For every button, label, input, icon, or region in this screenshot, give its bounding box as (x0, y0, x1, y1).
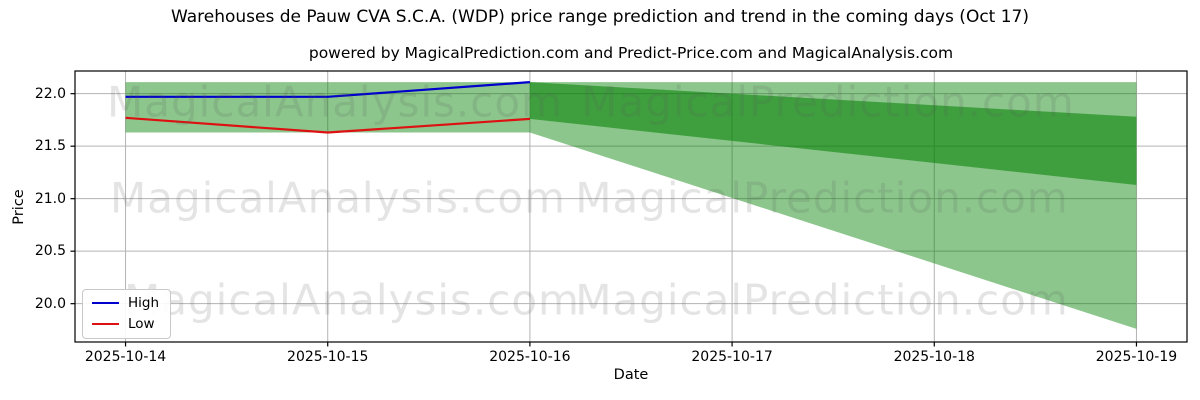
watermark-prediction: MagicalPrediction.com (575, 275, 1069, 325)
historical-range-band (125, 82, 530, 133)
axes-border (74, 70, 1188, 343)
watermark-analysis: MagicalAnalysis.com (124, 275, 580, 325)
legend-label-low: Low (128, 316, 155, 332)
forecast-inner-band (529, 82, 1137, 186)
x-axis-label: Date (613, 367, 649, 383)
high-line-swatch (92, 302, 119, 304)
watermark-analysis: MagicalAnalysis.com (110, 173, 566, 223)
x-tick-label: 2025-10-16 (489, 349, 571, 365)
chart-legend: High Low (82, 289, 172, 339)
y-tick-label: 20.0 (34, 295, 66, 312)
legend-label-high: High (128, 295, 160, 311)
x-tick-label: 2025-10-19 (1095, 349, 1178, 365)
y-tick-label: 21.5 (34, 138, 66, 155)
y-tick-label: 21.0 (34, 190, 66, 207)
x-tick-label: 2025-10-15 (287, 349, 369, 365)
watermark-analysis: MagicalAnalysis.com (107, 77, 563, 127)
low-line-swatch (92, 323, 119, 325)
high-line (125, 81, 530, 98)
watermark-prediction: MagicalPrediction.com (581, 77, 1075, 127)
x-tick-label: 2025-10-14 (84, 349, 167, 365)
y-tick-label: 20.5 (34, 243, 66, 260)
legend-item-high: High (92, 295, 159, 311)
watermark-prediction: MagicalPrediction.com (575, 173, 1069, 223)
legend-item-low: Low (92, 316, 159, 332)
low-line (125, 116, 530, 134)
x-tick-label: 2025-10-18 (893, 349, 975, 365)
x-tick-label: 2025-10-17 (691, 349, 773, 365)
y-tick-label: 22.0 (34, 85, 66, 102)
chart-title: Warehouses de Pauw CVA S.C.A. (WDP) pric… (170, 7, 1030, 27)
chart-subtitle: powered by MagicalPrediction.com and Pre… (308, 44, 954, 62)
